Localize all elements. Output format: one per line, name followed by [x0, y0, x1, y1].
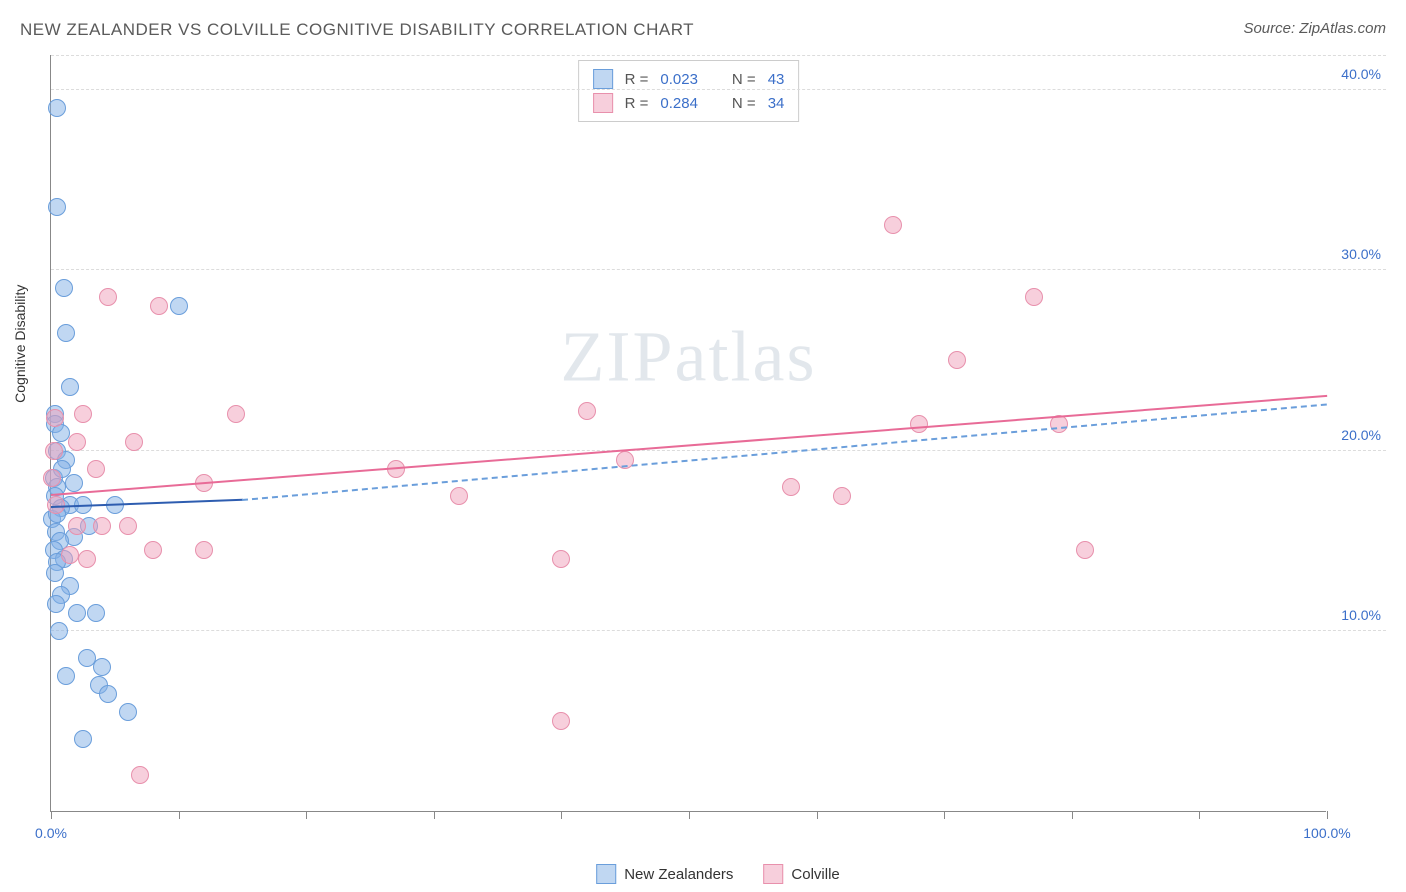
y-axis-label: Cognitive Disability — [12, 284, 28, 402]
data-point — [552, 550, 570, 568]
data-point — [910, 415, 928, 433]
data-point — [131, 766, 149, 784]
chart-title: NEW ZEALANDER VS COLVILLE COGNITIVE DISA… — [20, 20, 694, 39]
data-point — [833, 487, 851, 505]
data-point — [55, 279, 73, 297]
y-tick-label: 20.0% — [1341, 427, 1381, 443]
gridline — [51, 450, 1386, 451]
x-tick — [434, 811, 435, 819]
y-tick-label: 40.0% — [1341, 66, 1381, 82]
data-point — [46, 409, 64, 427]
series-legend: New Zealanders Colville — [596, 864, 840, 884]
data-point — [93, 517, 111, 535]
gridline — [51, 55, 1386, 56]
data-point — [150, 297, 168, 315]
data-point — [578, 402, 596, 420]
x-tick — [306, 811, 307, 819]
data-point — [50, 622, 68, 640]
data-point — [227, 405, 245, 423]
x-tick — [179, 811, 180, 819]
x-tick — [1199, 811, 1200, 819]
data-point — [78, 550, 96, 568]
data-point — [68, 517, 86, 535]
r-value: 0.023 — [660, 71, 698, 88]
y-tick-label: 30.0% — [1341, 246, 1381, 262]
x-tick-label-end: 100.0% — [1303, 825, 1350, 841]
data-point — [74, 405, 92, 423]
data-point — [47, 595, 65, 613]
stats-legend: R = 0.023 N = 43 R = 0.284 N = 34 — [578, 60, 800, 122]
data-point — [195, 541, 213, 559]
data-point — [884, 216, 902, 234]
data-point — [552, 712, 570, 730]
chart-container: Cognitive Disability ZIPatlas R =0.023N … — [50, 55, 1386, 852]
data-point — [119, 517, 137, 535]
x-tick — [51, 811, 52, 819]
data-point — [170, 297, 188, 315]
data-point — [93, 658, 111, 676]
n-label: N = — [732, 71, 756, 88]
y-tick-label: 10.0% — [1341, 607, 1381, 623]
x-tick — [1072, 811, 1073, 819]
data-point — [74, 730, 92, 748]
data-point — [48, 198, 66, 216]
data-point — [1025, 288, 1043, 306]
x-tick — [1327, 811, 1328, 819]
gridline — [51, 630, 1386, 631]
stats-row: R = 0.023 N = 43 — [593, 67, 785, 91]
x-tick-label-start: 0.0% — [35, 825, 67, 841]
series-legend-item: Colville — [763, 864, 839, 884]
x-tick — [817, 811, 818, 819]
x-tick — [944, 811, 945, 819]
n-value: 43 — [768, 71, 785, 88]
data-point — [87, 604, 105, 622]
data-point — [119, 703, 137, 721]
data-point — [125, 433, 143, 451]
x-tick — [561, 811, 562, 819]
gridline — [51, 269, 1386, 270]
n-value: 34 — [768, 95, 785, 112]
series-legend-label: Colville — [791, 866, 839, 883]
legend-swatch — [593, 69, 613, 89]
data-point — [61, 378, 79, 396]
data-point — [99, 288, 117, 306]
r-label: R = — [625, 71, 649, 88]
r-label: R = — [625, 95, 649, 112]
data-point — [782, 478, 800, 496]
data-point — [61, 546, 79, 564]
data-point — [87, 460, 105, 478]
stats-row: R = 0.284 N = 34 — [593, 91, 785, 115]
data-point — [68, 604, 86, 622]
data-point — [57, 324, 75, 342]
r-value: 0.284 — [660, 95, 698, 112]
series-legend-label: New Zealanders — [624, 866, 733, 883]
legend-swatch — [763, 864, 783, 884]
data-point — [99, 685, 117, 703]
gridline — [51, 89, 1386, 90]
data-point — [68, 433, 86, 451]
data-point — [45, 442, 63, 460]
data-point — [46, 564, 64, 582]
data-point — [144, 541, 162, 559]
data-point — [948, 351, 966, 369]
data-point — [57, 667, 75, 685]
data-point — [1076, 541, 1094, 559]
data-point — [65, 474, 83, 492]
plot-area: ZIPatlas R =0.023N =43R =0.284N =34 10.0… — [50, 55, 1326, 812]
data-point — [43, 469, 61, 487]
n-label: N = — [732, 95, 756, 112]
legend-swatch — [596, 864, 616, 884]
data-point — [450, 487, 468, 505]
data-point — [48, 99, 66, 117]
source-label: Source: ZipAtlas.com — [1243, 20, 1386, 37]
x-tick — [689, 811, 690, 819]
legend-swatch — [593, 93, 613, 113]
watermark: ZIPatlas — [561, 316, 817, 399]
series-legend-item: New Zealanders — [596, 864, 733, 884]
